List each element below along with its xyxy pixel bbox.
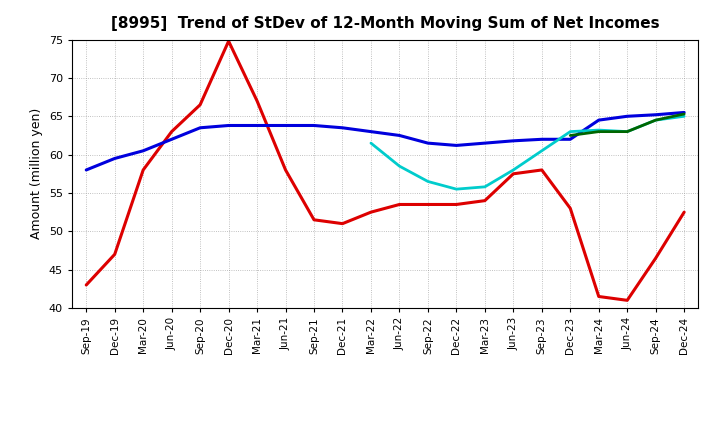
- 5 Years: [225, 123, 233, 128]
- 3 Years: [509, 171, 518, 176]
- 5 Years: [680, 110, 688, 115]
- 3 Years: [595, 294, 603, 299]
- 7 Years: [595, 128, 603, 133]
- 3 Years: [139, 167, 148, 172]
- 3 Years: [566, 205, 575, 211]
- 7 Years: [423, 179, 432, 184]
- 7 Years: [623, 129, 631, 134]
- 10 Years: [680, 111, 688, 117]
- 3 Years: [423, 202, 432, 207]
- 3 Years: [480, 198, 489, 203]
- 5 Years: [395, 133, 404, 138]
- 5 Years: [452, 143, 461, 148]
- 5 Years: [167, 137, 176, 142]
- 7 Years: [566, 129, 575, 134]
- 7 Years: [480, 184, 489, 190]
- 5 Years: [253, 123, 261, 128]
- 5 Years: [82, 167, 91, 172]
- 3 Years: [680, 209, 688, 215]
- 3 Years: [225, 38, 233, 44]
- 3 Years: [253, 98, 261, 103]
- 10 Years: [595, 129, 603, 134]
- 3 Years: [338, 221, 347, 226]
- 5 Years: [338, 125, 347, 130]
- 7 Years: [366, 140, 375, 146]
- 7 Years: [537, 148, 546, 154]
- 5 Years: [652, 112, 660, 117]
- 3 Years: [652, 256, 660, 261]
- 7 Years: [452, 187, 461, 192]
- 3 Years: [82, 282, 91, 288]
- 3 Years: [537, 167, 546, 172]
- 3 Years: [310, 217, 318, 223]
- 10 Years: [566, 133, 575, 138]
- 3 Years: [452, 202, 461, 207]
- 5 Years: [623, 114, 631, 119]
- Title: [8995]  Trend of StDev of 12-Month Moving Sum of Net Incomes: [8995] Trend of StDev of 12-Month Moving…: [111, 16, 660, 32]
- 5 Years: [366, 129, 375, 134]
- 3 Years: [366, 209, 375, 215]
- 10 Years: [623, 129, 631, 134]
- 3 Years: [110, 252, 119, 257]
- 3 Years: [623, 298, 631, 303]
- 3 Years: [282, 167, 290, 172]
- Line: 7 Years: 7 Years: [371, 116, 684, 189]
- 5 Years: [566, 137, 575, 142]
- 3 Years: [395, 202, 404, 207]
- Line: 10 Years: 10 Years: [570, 114, 684, 136]
- Line: 3 Years: 3 Years: [86, 41, 684, 301]
- 3 Years: [196, 102, 204, 107]
- 5 Years: [480, 140, 489, 146]
- 5 Years: [282, 123, 290, 128]
- 7 Years: [509, 167, 518, 172]
- 7 Years: [680, 114, 688, 119]
- Legend: 3 Years, 5 Years, 7 Years, 10 Years: 3 Years, 5 Years, 7 Years, 10 Years: [176, 434, 595, 440]
- 5 Years: [196, 125, 204, 130]
- 7 Years: [652, 117, 660, 123]
- 5 Years: [139, 148, 148, 154]
- 5 Years: [509, 138, 518, 143]
- 7 Years: [395, 164, 404, 169]
- 5 Years: [595, 117, 603, 123]
- 3 Years: [167, 129, 176, 134]
- 5 Years: [537, 137, 546, 142]
- 5 Years: [423, 140, 432, 146]
- 5 Years: [110, 156, 119, 161]
- Y-axis label: Amount (million yen): Amount (million yen): [30, 108, 43, 239]
- 10 Years: [652, 117, 660, 123]
- Line: 5 Years: 5 Years: [86, 113, 684, 170]
- 5 Years: [310, 123, 318, 128]
